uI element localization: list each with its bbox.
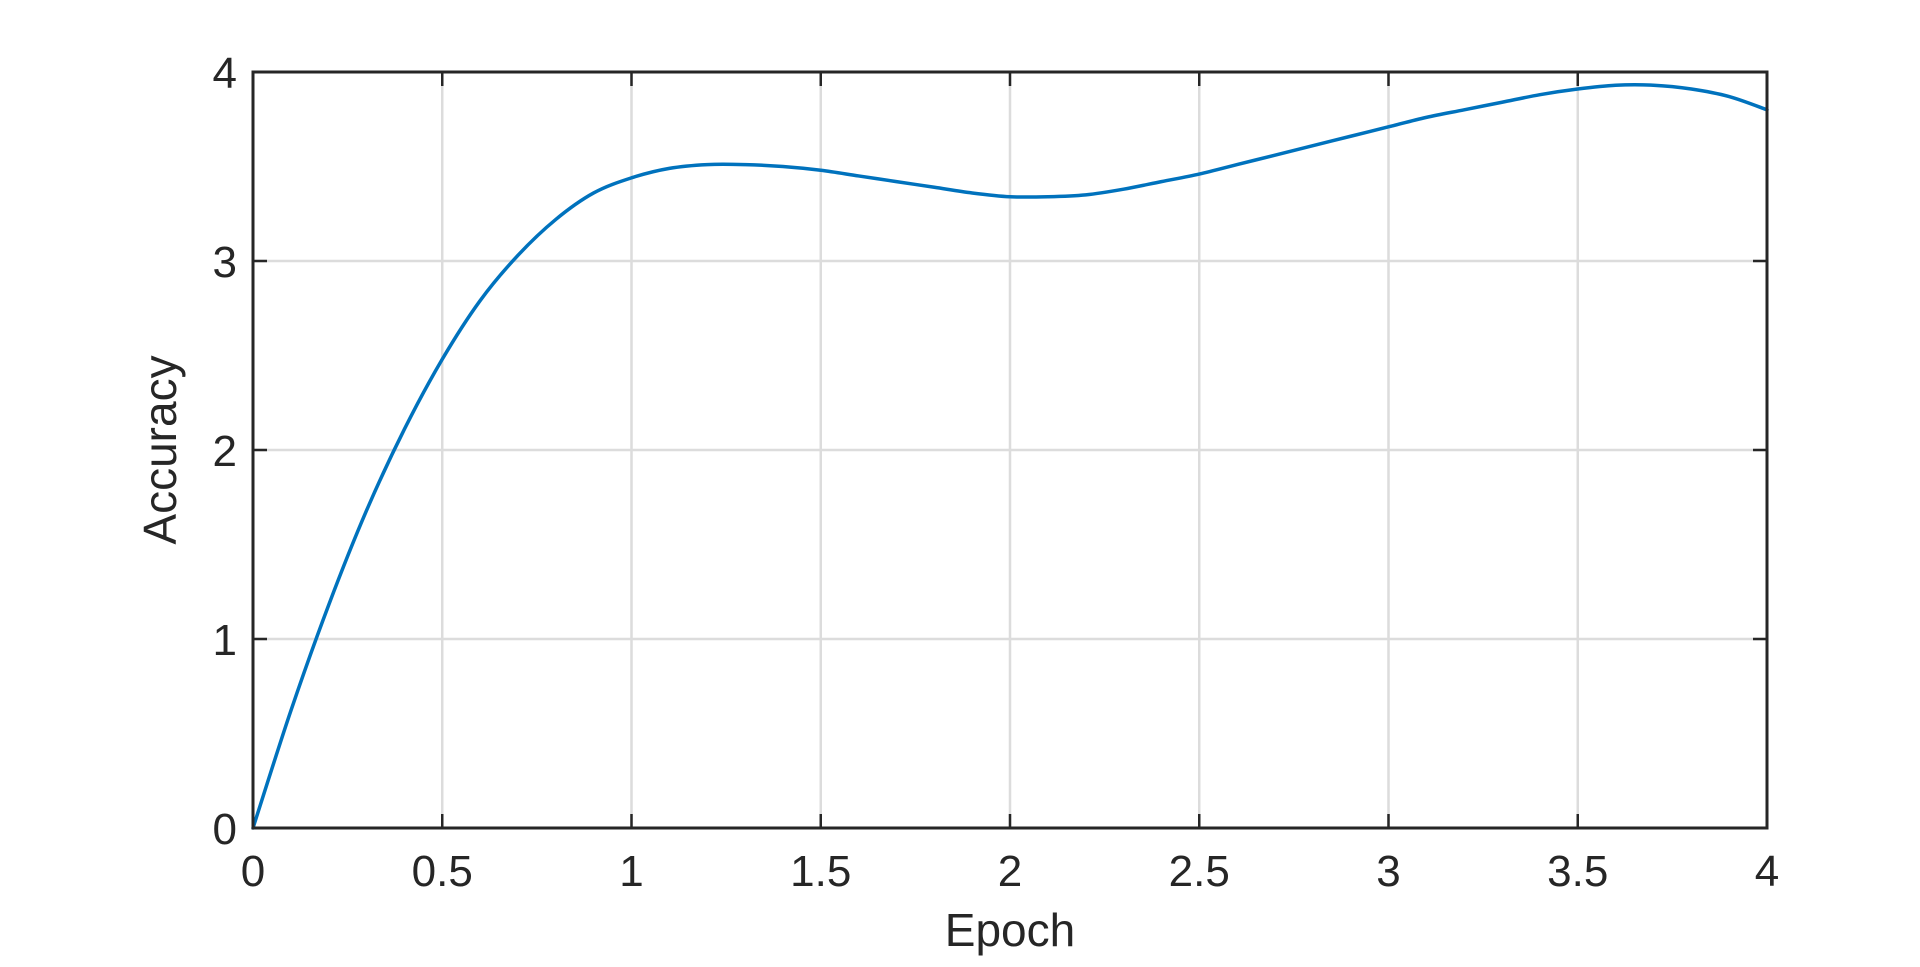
y-tick-label: 2 <box>213 427 237 476</box>
x-tick-label: 1 <box>619 847 643 896</box>
x-tick-label: 4 <box>1755 847 1779 896</box>
x-tick-label: 0.5 <box>412 847 473 896</box>
y-axis-label: Accuracy <box>134 355 186 544</box>
y-tick-label: 0 <box>213 805 237 854</box>
x-tick-label: 3 <box>1376 847 1400 896</box>
x-tick-label: 0 <box>241 847 265 896</box>
tick-marks <box>251 70 1769 830</box>
x-tick-label: 3.5 <box>1547 847 1608 896</box>
series-line-1 <box>251 83 1769 830</box>
y-axis-tick-labels: 0 1 2 3 4 <box>213 49 237 854</box>
y-tick-label: 4 <box>213 49 237 98</box>
y-tick-label: 3 <box>213 238 237 287</box>
x-axis-tick-labels: 0 0.5 1 1.5 2 2.5 3 3.5 4 <box>241 847 1779 896</box>
grid-lines <box>253 72 1767 828</box>
x-axis-label: Epoch <box>945 904 1075 956</box>
x-tick-label: 2 <box>998 847 1022 896</box>
x-tick-label: 1.5 <box>790 847 851 896</box>
y-tick-label: 1 <box>213 616 237 665</box>
x-tick-label: 2.5 <box>1169 847 1230 896</box>
series-layer <box>251 83 1769 830</box>
